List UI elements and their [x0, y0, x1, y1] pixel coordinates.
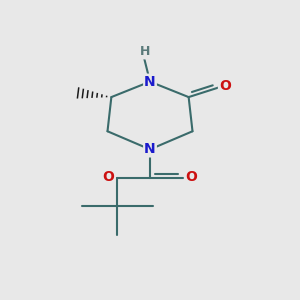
- Text: O: O: [186, 170, 197, 184]
- Text: N: N: [144, 75, 156, 88]
- Text: O: O: [103, 170, 114, 184]
- Text: N: N: [144, 142, 156, 156]
- Text: O: O: [219, 79, 231, 93]
- Text: H: H: [140, 45, 150, 58]
